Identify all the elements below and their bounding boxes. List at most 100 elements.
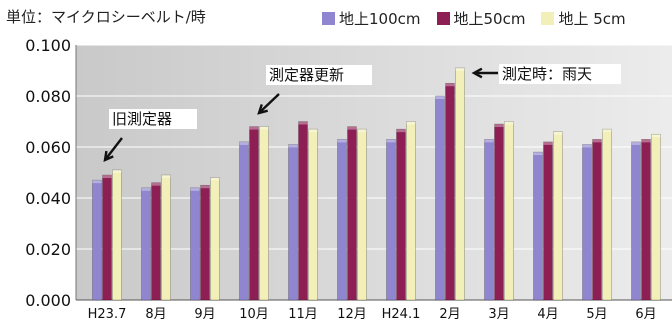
legend-item-5cm: 地上 5cm bbox=[541, 8, 626, 29]
bar-cap bbox=[249, 126, 259, 130]
unit-label: 単位：マイクロシーベルト/時 bbox=[6, 8, 206, 26]
bar-100cm-4月 bbox=[533, 151, 543, 301]
y-tick-label: 0.040 bbox=[25, 189, 71, 208]
bar-50cm-H24.1 bbox=[396, 128, 406, 301]
y-tick-label: 0.100 bbox=[25, 36, 71, 55]
x-tick-label: 4月 bbox=[537, 307, 558, 322]
bar-50cm-2月 bbox=[445, 82, 455, 301]
bar-cap bbox=[582, 144, 592, 148]
bar-100cm-H24.1 bbox=[386, 139, 396, 301]
annotation-old-meter: 旧測定器 bbox=[112, 110, 172, 128]
bar-5cm-11月 bbox=[308, 128, 318, 301]
bar-5cm-10月 bbox=[259, 126, 269, 301]
x-tick-label: 3月 bbox=[488, 307, 509, 322]
x-tick-label: H23.7 bbox=[88, 307, 127, 322]
bar-50cm-8月 bbox=[151, 182, 161, 301]
annotation-rain: 測定時：雨天 bbox=[502, 65, 592, 83]
bar-cap bbox=[494, 124, 504, 128]
bar-100cm-12月 bbox=[337, 139, 347, 301]
bar-cap bbox=[533, 152, 543, 156]
annotation-box bbox=[109, 109, 197, 129]
bar-cap bbox=[337, 139, 347, 143]
bar-cap bbox=[445, 83, 455, 87]
bar-100cm-3月 bbox=[484, 139, 494, 301]
bar-100cm-10月 bbox=[239, 141, 249, 301]
annotation-arrow-rain-head bbox=[471, 67, 483, 79]
bar-cap bbox=[112, 169, 122, 173]
bar-5cm-9月 bbox=[210, 177, 220, 301]
bar-cap bbox=[308, 129, 318, 133]
x-tick-label: 2月 bbox=[439, 307, 460, 322]
plot-area bbox=[76, 45, 672, 300]
bar-cap bbox=[435, 96, 445, 99]
bar-cap bbox=[190, 187, 200, 191]
x-tick-label: 5月 bbox=[586, 307, 607, 322]
bar-cap bbox=[239, 141, 249, 145]
bar-5cm-4月 bbox=[553, 131, 563, 301]
x-tick-label: 9月 bbox=[194, 307, 215, 322]
bar-cap bbox=[357, 129, 367, 133]
bar-5cm-H23.7 bbox=[112, 169, 122, 301]
bar-5cm-H24.1 bbox=[406, 121, 416, 301]
bar-cap bbox=[92, 180, 102, 184]
bar-50cm-6月 bbox=[641, 139, 651, 301]
bar-cap bbox=[210, 177, 220, 181]
y-tick-label: 0.080 bbox=[25, 87, 71, 106]
y-tick-label: 0.000 bbox=[25, 291, 71, 310]
legend-label-50cm: 地上50cm bbox=[453, 10, 526, 28]
bar-cap bbox=[102, 175, 112, 179]
annotation-arrow-old-meter-head bbox=[103, 150, 114, 162]
x-tick-label: 8月 bbox=[145, 307, 166, 322]
bar-100cm-11月 bbox=[288, 144, 298, 301]
legend-label-5cm: 地上 5cm bbox=[558, 10, 626, 28]
y-tick-label: 0.020 bbox=[25, 240, 71, 259]
bar-cap bbox=[288, 144, 298, 148]
x-tick-label: 6月 bbox=[635, 307, 656, 322]
annotation-arrow-old-meter bbox=[104, 137, 123, 161]
bar-cap bbox=[141, 187, 151, 191]
legend-item-100cm: 地上100cm bbox=[322, 8, 421, 29]
bar-cap bbox=[602, 129, 612, 133]
bar-100cm-6月 bbox=[631, 141, 641, 301]
annotation-box bbox=[499, 64, 621, 84]
bar-cap bbox=[553, 131, 563, 135]
annotation-meter-update: 測定器更新 bbox=[269, 66, 344, 84]
bar-cap bbox=[151, 182, 161, 186]
bar-cap bbox=[347, 126, 357, 130]
bar-5cm-3月 bbox=[504, 121, 514, 301]
bar-100cm-H23.7 bbox=[92, 179, 102, 301]
bar-100cm-5月 bbox=[582, 144, 592, 301]
bar-cap bbox=[504, 121, 514, 125]
bar-50cm-11月 bbox=[298, 121, 308, 301]
bar-50cm-H23.7 bbox=[102, 174, 112, 301]
bar-100cm-9月 bbox=[190, 187, 200, 301]
bar-50cm-3月 bbox=[494, 123, 504, 301]
bar-5cm-5月 bbox=[602, 128, 612, 301]
annotation-arrow-meter-update bbox=[258, 93, 280, 114]
bar-cap bbox=[259, 126, 269, 130]
bar-cap bbox=[631, 141, 641, 145]
bar-50cm-5月 bbox=[592, 139, 602, 301]
bar-50cm-9月 bbox=[200, 184, 210, 301]
bar-50cm-10月 bbox=[249, 126, 259, 301]
bar-5cm-2月 bbox=[455, 67, 465, 301]
x-tick-label: 11月 bbox=[288, 307, 318, 322]
bar-cap bbox=[484, 139, 494, 143]
bar-5cm-12月 bbox=[357, 128, 367, 301]
legend-swatch-50cm bbox=[436, 12, 450, 25]
annotation-arrow-meter-update-head bbox=[257, 104, 269, 115]
y-tick-label: 0.060 bbox=[25, 138, 71, 157]
bar-cap bbox=[651, 134, 661, 138]
chart-legend: 地上100cm 地上50cm 地上 5cm bbox=[322, 8, 626, 29]
bar-50cm-12月 bbox=[347, 126, 357, 301]
bar-cap bbox=[200, 185, 210, 189]
bar-100cm-8月 bbox=[141, 187, 151, 301]
bar-cap bbox=[396, 129, 406, 133]
bar-cap bbox=[543, 141, 553, 145]
x-tick-label: 12月 bbox=[337, 307, 367, 322]
bar-50cm-4月 bbox=[543, 141, 553, 301]
bar-5cm-8月 bbox=[161, 174, 171, 301]
bar-100cm-2月 bbox=[435, 95, 445, 301]
bar-cap bbox=[298, 121, 308, 125]
